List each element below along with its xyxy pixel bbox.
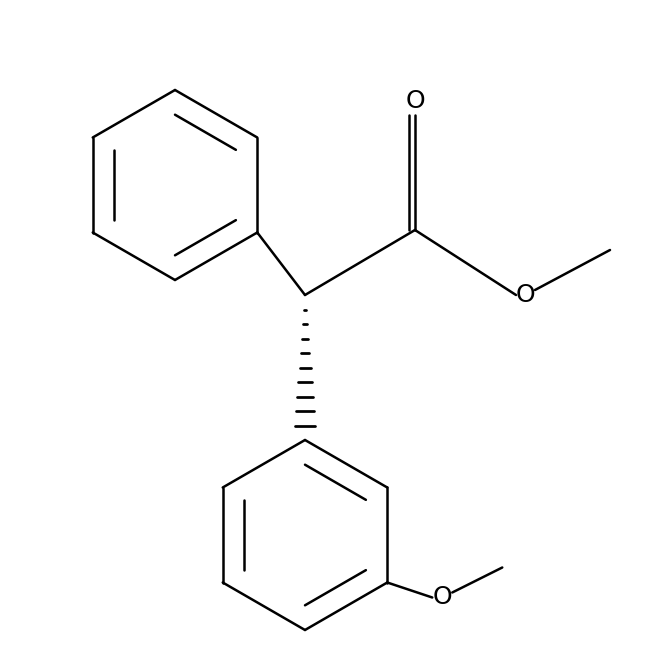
Text: O: O xyxy=(515,283,535,307)
Text: O: O xyxy=(405,89,425,113)
Text: O: O xyxy=(432,585,452,609)
